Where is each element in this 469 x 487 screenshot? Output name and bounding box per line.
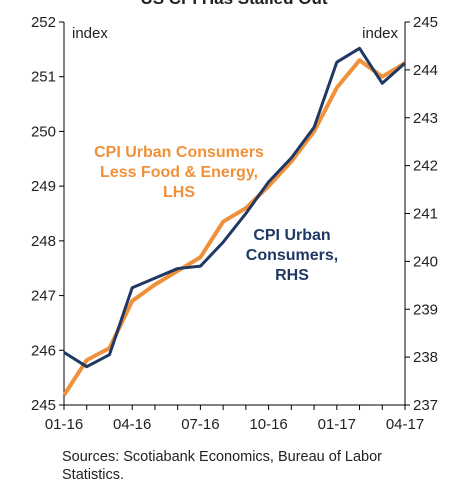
chart-title: US CPI Has Stalled Out: [140, 0, 327, 8]
x-tick-label: 01-16: [45, 416, 83, 433]
y2-tick-label: 242: [413, 158, 438, 175]
y-tick-label: 252: [31, 14, 56, 31]
y2-tick-label: 238: [413, 349, 438, 366]
y2-tick-label: 240: [413, 253, 438, 270]
y2-axis-label: index: [362, 25, 398, 42]
x-tick-label: 04-16: [113, 416, 151, 433]
y2-tick-label: 237: [413, 397, 438, 414]
y-tick-label: 245: [31, 397, 56, 414]
y2-tick-label: 244: [413, 62, 438, 79]
x-tick-label: 01-17: [318, 416, 356, 433]
series-label: CPI Urban Consumers Less Food & Energy, …: [94, 144, 264, 201]
y-axis-label: index: [72, 25, 108, 42]
y2-tick-label: 239: [413, 301, 438, 318]
y-tick-label: 249: [31, 178, 56, 195]
y-tick-label: 251: [31, 69, 56, 86]
x-tick-label: 10-16: [249, 416, 287, 433]
y-tick-label: 246: [31, 342, 56, 359]
x-tick-label: 04-17: [386, 416, 424, 433]
y-tick-label: 248: [31, 233, 56, 250]
y-tick-label: 247: [31, 288, 56, 305]
source-note: Sources: Scotiabank Economics, Bureau of…: [62, 449, 382, 483]
y-tick-label: 250: [31, 123, 56, 140]
y2-tick-label: 243: [413, 110, 438, 127]
x-tick-label: 07-16: [181, 416, 219, 433]
y2-tick-label: 241: [413, 206, 438, 223]
series-label: CPI Urban Consumers, RHS: [245, 227, 339, 284]
y2-tick-label: 245: [413, 14, 438, 31]
series-line: [63, 46, 406, 369]
